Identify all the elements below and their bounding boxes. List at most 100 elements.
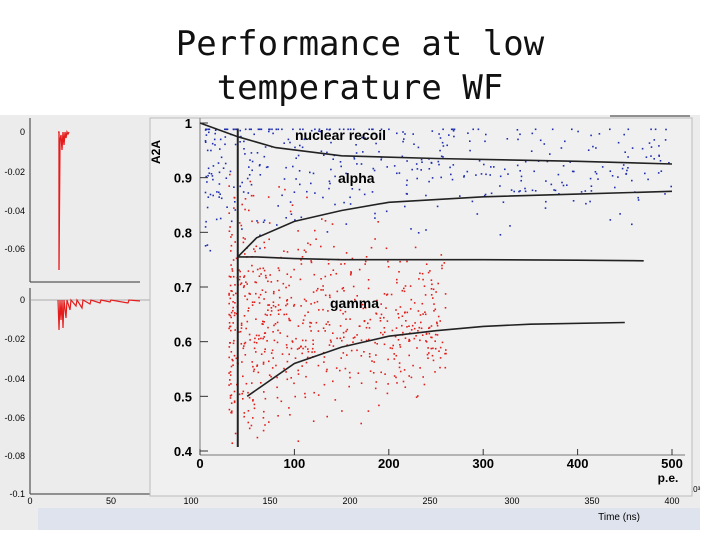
electron-recoil-point xyxy=(432,297,434,299)
wf-x-tick-7: 350 xyxy=(584,496,599,506)
electron-recoil-point xyxy=(229,284,232,287)
nuclear-recoil-point xyxy=(644,172,646,175)
electron-recoil-point xyxy=(374,341,376,344)
nuclear-recoil-point xyxy=(448,134,450,136)
nuclear-recoil-point xyxy=(299,128,301,131)
electron-recoil-point xyxy=(305,375,307,378)
electron-recoil-point xyxy=(317,287,319,290)
nuclear-recoil-point xyxy=(524,160,527,163)
nuclear-recoil-point xyxy=(248,128,251,131)
nuclear-recoil-point xyxy=(564,140,566,143)
nuclear-recoil-point xyxy=(403,138,405,140)
electron-recoil-point xyxy=(232,322,234,324)
electron-recoil-point xyxy=(346,354,348,356)
electron-recoil-point xyxy=(245,327,247,330)
y-tick-label-5: 0.9 xyxy=(174,171,192,186)
electron-recoil-point xyxy=(348,305,350,308)
nuclear-recoil-point xyxy=(371,191,374,193)
nuclear-recoil-point xyxy=(405,192,408,195)
electron-recoil-point xyxy=(382,333,384,336)
electron-recoil-point xyxy=(409,285,412,287)
electron-recoil-point xyxy=(332,380,334,383)
electron-recoil-point xyxy=(413,327,416,330)
nuclear-recoil-point xyxy=(453,128,456,131)
electron-recoil-point xyxy=(229,325,232,328)
electron-recoil-point xyxy=(293,268,295,271)
nuclear-recoil-point xyxy=(534,128,537,131)
nuclear-recoil-point xyxy=(611,175,614,177)
nuclear-recoil-point xyxy=(631,223,633,226)
electron-recoil-point xyxy=(285,371,287,373)
y-tick-label-0: 0.4 xyxy=(174,444,193,459)
electron-recoil-point xyxy=(283,250,285,252)
electron-recoil-point xyxy=(235,257,238,260)
electron-recoil-point xyxy=(247,421,250,424)
electron-recoil-point xyxy=(293,382,295,385)
nuclear-recoil-point xyxy=(285,217,287,219)
electron-recoil-point xyxy=(369,318,372,321)
electron-recoil-point xyxy=(289,210,292,213)
nuclear-recoil-point xyxy=(459,195,461,197)
nuclear-recoil-point xyxy=(442,145,445,147)
electron-recoil-point xyxy=(298,347,300,349)
electron-recoil-point xyxy=(233,354,236,357)
electron-recoil-point xyxy=(272,304,275,307)
electron-recoil-point xyxy=(421,302,424,305)
electron-recoil-point xyxy=(244,208,246,211)
electron-recoil-point xyxy=(233,401,236,404)
electron-recoil-point xyxy=(399,260,401,263)
nuclear-recoil-point xyxy=(417,146,420,149)
electron-recoil-point xyxy=(228,230,231,232)
electron-recoil-point xyxy=(343,336,345,339)
electron-recoil-point xyxy=(434,347,437,350)
electron-recoil-point xyxy=(242,237,245,239)
electron-recoil-point xyxy=(267,326,269,329)
nuclear-recoil-point xyxy=(339,161,342,163)
electron-recoil-point xyxy=(393,375,396,377)
nuclear-recoil-point xyxy=(595,172,598,175)
electron-recoil-point xyxy=(238,222,241,224)
electron-recoil-point xyxy=(329,339,332,342)
electron-recoil-point xyxy=(335,367,338,369)
electron-recoil-point xyxy=(425,263,428,265)
nuclear-recoil-point xyxy=(439,149,441,152)
electron-recoil-point xyxy=(396,382,398,384)
nuclear-recoil-point xyxy=(436,205,439,208)
electron-recoil-point xyxy=(417,330,419,332)
electron-recoil-point xyxy=(399,370,402,373)
nuclear-recoil-point xyxy=(416,177,418,180)
nuclear-recoil-point xyxy=(343,201,345,204)
electron-recoil-point xyxy=(267,304,269,306)
nuclear-recoil-point xyxy=(204,245,207,247)
electron-recoil-point xyxy=(431,336,433,339)
nuclear-recoil-point xyxy=(431,130,434,132)
electron-recoil-point xyxy=(296,348,299,350)
electron-recoil-point xyxy=(357,372,360,374)
electron-recoil-point xyxy=(271,349,274,352)
scatter-panel xyxy=(149,117,693,497)
electron-recoil-point xyxy=(301,256,304,258)
nuclear-recoil-point xyxy=(351,188,354,190)
electron-recoil-point xyxy=(262,417,265,419)
electron-recoil-point xyxy=(336,290,339,293)
nuclear-recoil-point xyxy=(573,170,575,173)
x-tick-label-5: 500 xyxy=(661,456,683,471)
electron-recoil-point xyxy=(229,342,231,344)
electron-recoil-point xyxy=(335,307,338,310)
electron-recoil-point xyxy=(367,279,370,281)
nuclear-recoil-point xyxy=(478,160,481,162)
electron-recoil-point xyxy=(430,336,432,339)
electron-recoil-point xyxy=(229,374,232,376)
electron-recoil-point xyxy=(254,281,256,283)
electron-recoil-point xyxy=(419,367,421,369)
electron-recoil-point xyxy=(230,316,232,319)
nuclear-recoil-point xyxy=(268,130,270,133)
electron-recoil-point xyxy=(340,357,342,359)
electron-recoil-point xyxy=(286,299,289,301)
electron-recoil-point xyxy=(251,361,253,363)
nuclear-recoil-point xyxy=(206,244,209,246)
electron-recoil-point xyxy=(300,259,302,261)
electron-recoil-point xyxy=(431,283,433,286)
electron-recoil-point xyxy=(285,313,288,316)
electron-recoil-point xyxy=(253,341,256,344)
